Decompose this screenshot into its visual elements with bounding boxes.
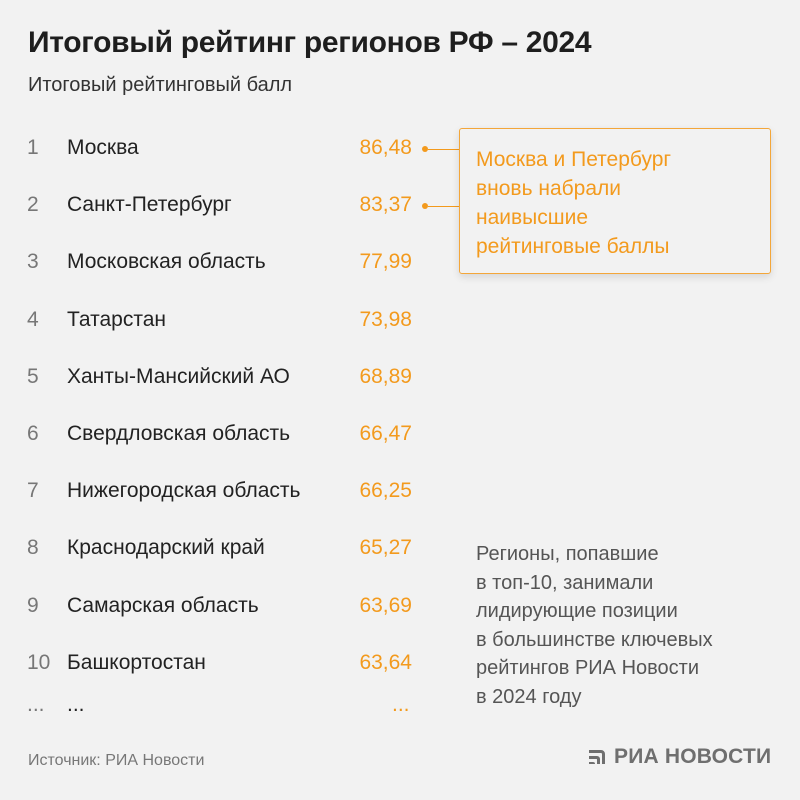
row-rank: 10 xyxy=(27,650,51,674)
row-region: Нижегородская область xyxy=(67,479,301,503)
row-score: 63,69 xyxy=(359,593,412,617)
row-region: Ханты-Мансийский АО xyxy=(67,364,290,388)
row-rank: 9 xyxy=(27,593,39,617)
row-rank: 6 xyxy=(27,421,39,445)
row-score: 86,48 xyxy=(359,136,412,159)
highlight-dot xyxy=(422,146,428,152)
ellipsis-score: ... xyxy=(392,693,410,716)
table-row: 10 Башкортостан 63,64 xyxy=(0,634,450,691)
callout-connector xyxy=(428,205,460,208)
chart-subtitle: Итоговый рейтинговый балл xyxy=(28,74,293,96)
ria-novosti-logo-icon xyxy=(589,750,605,764)
row-score: 73,98 xyxy=(359,307,412,331)
row-rank: 7 xyxy=(27,479,39,503)
row-score: 63,64 xyxy=(359,650,412,674)
ria-novosti-logo: РИА НОВОСТИ xyxy=(586,745,771,769)
row-score: 65,27 xyxy=(359,536,412,560)
row-region: Москва xyxy=(67,136,139,159)
callout-text: Москва и Петербург вновь набрали наивысш… xyxy=(476,148,672,258)
row-region: Московская область xyxy=(67,250,266,274)
ellipsis-rank: ... xyxy=(27,693,45,716)
row-rank: 3 xyxy=(27,250,39,274)
row-region: Татарстан xyxy=(67,307,167,331)
table-row: 8 Краснодарский край 65,27 xyxy=(0,519,450,576)
table-row: 9 Самарская область 63,69 xyxy=(0,577,450,634)
row-region: Башкортостан xyxy=(67,650,206,674)
row-score: 77,99 xyxy=(359,250,412,274)
callout-connector xyxy=(428,148,460,150)
source-label: Источник: РИА Новости xyxy=(28,752,205,769)
row-rank: 1 xyxy=(27,136,39,159)
table-row: 6 Свердловская область 66,47 xyxy=(0,405,450,462)
logo-text: РИА НОВОСТИ xyxy=(614,745,772,768)
row-score: 83,37 xyxy=(359,193,412,217)
row-score: 68,89 xyxy=(359,364,412,388)
table-row: 3 Московская область 77,99 xyxy=(0,233,450,290)
row-rank: 4 xyxy=(27,307,39,331)
table-row: 7 Нижегородская область 66,25 xyxy=(0,462,450,519)
side-note: Регионы, попавшие в топ-10, занимали лид… xyxy=(476,543,713,708)
highlight-callout: Москва и Петербург вновь набрали наивысш… xyxy=(459,128,771,274)
page-title: Итоговый рейтинг регионов РФ – 2024 xyxy=(28,26,592,59)
row-region: Самарская область xyxy=(67,593,259,617)
table-row: 5 Ханты-Мансийский АО 68,89 xyxy=(0,348,450,405)
table-row: 1 Москва 86,48 xyxy=(0,119,460,176)
row-score: 66,25 xyxy=(359,479,412,503)
table-row: 2 Санкт-Петербург 83,37 xyxy=(0,176,460,233)
row-rank: 8 xyxy=(27,536,39,560)
row-region: Санкт-Петербург xyxy=(67,193,232,217)
rating-table: 1 Москва 86,48 2 Санкт-Петербург 83,37 3 Москов… xyxy=(0,119,460,691)
row-region: Свердловская область xyxy=(67,421,291,445)
highlight-dot xyxy=(422,203,428,210)
row-rank: 2 xyxy=(27,193,39,217)
row-score: 66,47 xyxy=(359,421,412,445)
row-region: Краснодарский край xyxy=(67,536,265,560)
row-rank: 5 xyxy=(27,364,39,388)
table-row: 4 Татарстан 73,98 xyxy=(0,291,450,348)
ellipsis-region: ... xyxy=(67,693,85,716)
